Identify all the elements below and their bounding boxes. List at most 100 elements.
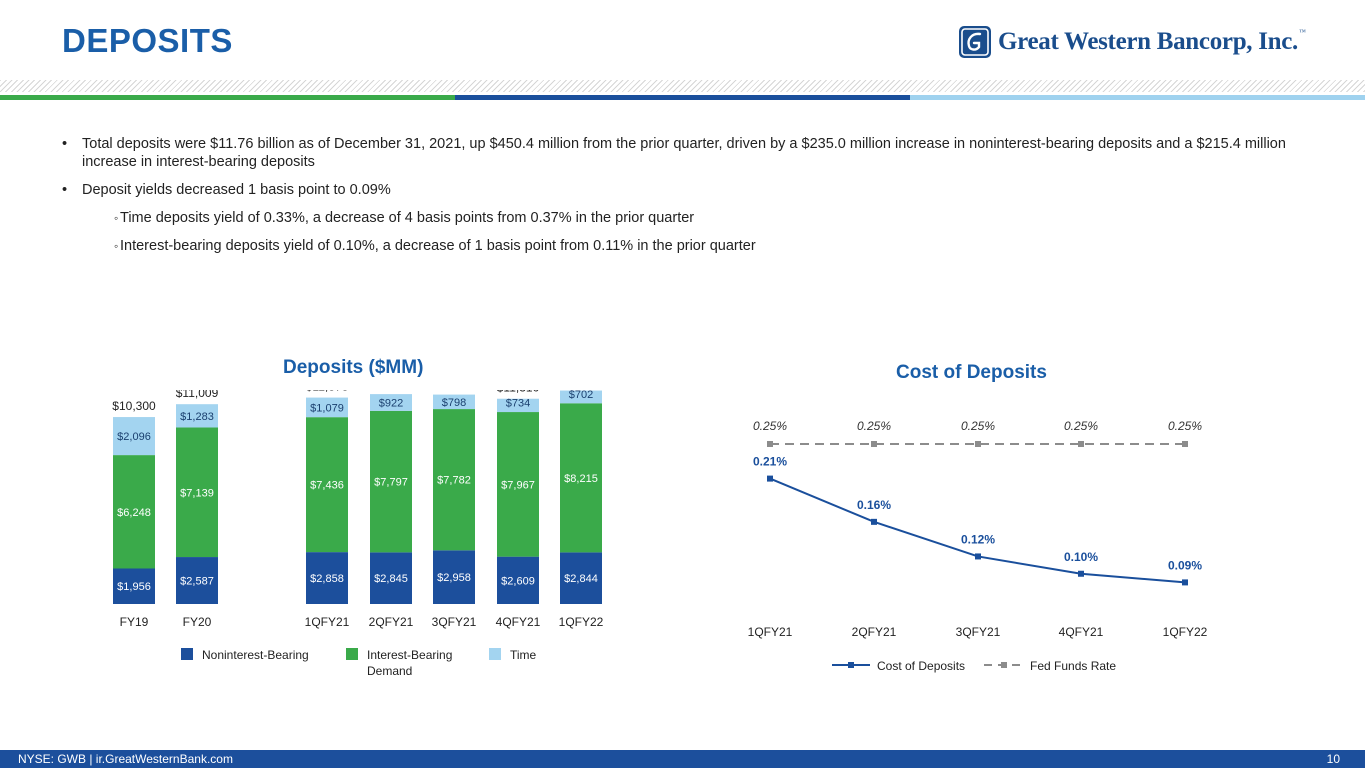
cost-of-deposits-line bbox=[769, 477, 1186, 584]
legend-label: Fed Funds Rate bbox=[1030, 659, 1116, 673]
interest-label: $7,797 bbox=[374, 477, 408, 489]
cost-of-deposits-marker bbox=[975, 553, 981, 560]
legend-label: Interest-Bearing bbox=[367, 648, 452, 662]
cost-of-deposits-marker bbox=[871, 518, 877, 525]
legend-swatch bbox=[181, 648, 193, 660]
legend-label: Time bbox=[510, 648, 537, 662]
page-title: DEPOSITS bbox=[62, 22, 233, 59]
fed-funds-marker bbox=[975, 441, 981, 447]
logo-tm: ™ bbox=[1298, 28, 1306, 36]
cost-of-deposits-label: 0.16% bbox=[857, 498, 891, 512]
total-label: $11,310 bbox=[497, 390, 540, 395]
cost-chart-title: Cost of Deposits bbox=[896, 362, 1047, 383]
x-tick-label: FY19 bbox=[120, 615, 149, 629]
stripe-green bbox=[0, 95, 455, 100]
x-tick-label: 4QFY21 bbox=[496, 615, 541, 629]
interest-label: $7,436 bbox=[310, 480, 344, 492]
fed-funds-marker bbox=[871, 441, 877, 447]
interest-label: $7,139 bbox=[180, 487, 214, 499]
legend-label-line2: Demand bbox=[367, 664, 412, 678]
sub-bullet-item: Time deposits yield of 0.33%, a decrease… bbox=[62, 209, 1302, 227]
noninterest-segment bbox=[176, 557, 218, 604]
interest-segment bbox=[370, 410, 412, 553]
time-label: $702 bbox=[569, 390, 593, 401]
time-label: $798 bbox=[442, 397, 466, 409]
cost-of-deposits-marker bbox=[1182, 579, 1188, 586]
cost-of-deposits-label: 0.12% bbox=[961, 532, 995, 546]
cost-of-deposits-label: 0.21% bbox=[753, 455, 787, 469]
noninterest-label: $2,858 bbox=[310, 573, 344, 585]
logo-mark-icon bbox=[959, 26, 991, 58]
fed-funds-marker bbox=[767, 441, 773, 447]
footer-exchange-link[interactable]: NYSE: GWB | ir.GreatWesternBank.com bbox=[18, 752, 233, 766]
time-label: $922 bbox=[379, 397, 403, 409]
fed-funds-label: 0.25% bbox=[1064, 419, 1098, 433]
interest-segment bbox=[497, 412, 539, 557]
cost-of-deposits-marker bbox=[767, 475, 773, 482]
stripe-light-blue bbox=[910, 95, 1365, 100]
total-label: $11,373 bbox=[306, 390, 349, 394]
time-segment bbox=[433, 394, 475, 410]
noninterest-label: $2,845 bbox=[374, 573, 408, 585]
time-label: $1,079 bbox=[310, 402, 344, 414]
bullet-list: Total deposits were $11.76 billion as of… bbox=[62, 135, 1302, 265]
logo-name: Great Western Bancorp, Inc. bbox=[998, 28, 1298, 55]
interest-label: $8,215 bbox=[564, 473, 598, 485]
interest-segment bbox=[113, 455, 155, 569]
fed-funds-marker bbox=[1182, 441, 1188, 447]
logo-text: Great Western Bancorp, Inc.™ bbox=[998, 28, 1306, 56]
x-tick-label: 1QFY22 bbox=[1163, 625, 1208, 639]
noninterest-label: $2,958 bbox=[437, 572, 471, 584]
time-segment bbox=[113, 417, 155, 456]
noninterest-segment bbox=[113, 568, 155, 604]
x-tick-label: 2QFY21 bbox=[852, 625, 897, 639]
noninterest-label: $1,956 bbox=[117, 581, 151, 593]
interest-segment bbox=[306, 417, 348, 553]
legend-swatch bbox=[489, 648, 501, 660]
legend-label: Noninterest-Bearing bbox=[202, 648, 309, 662]
interest-segment bbox=[433, 409, 475, 551]
x-tick-label: 1QFY21 bbox=[305, 615, 350, 629]
cost-of-deposits-label: 0.09% bbox=[1168, 558, 1202, 572]
footer-bar: NYSE: GWB | ir.GreatWesternBank.com 10 bbox=[0, 750, 1365, 768]
fed-funds-label: 0.25% bbox=[961, 419, 995, 433]
time-segment bbox=[176, 404, 218, 428]
interest-segment bbox=[176, 427, 218, 558]
time-label: $734 bbox=[506, 397, 530, 409]
time-label: $1,283 bbox=[180, 411, 214, 423]
noninterest-label: $2,587 bbox=[180, 576, 214, 588]
legend-marker-cost bbox=[848, 662, 854, 668]
noninterest-segment bbox=[306, 552, 348, 604]
interest-segment bbox=[560, 403, 602, 553]
deposits-bar-chart: $1,956 $6,248 $2,096 $10,300 FY19 $2,587 $7,13… bbox=[112, 390, 604, 678]
total-label: $11,538 bbox=[433, 390, 476, 391]
noninterest-label: $2,844 bbox=[564, 573, 598, 585]
stripe-blue bbox=[455, 95, 910, 100]
sub-bullet-item: Interest-bearing deposits yield of 0.10%… bbox=[62, 237, 1302, 255]
fed-funds-label: 0.25% bbox=[1168, 419, 1202, 433]
interest-label: $7,967 bbox=[501, 479, 535, 491]
fed-funds-marker bbox=[1078, 441, 1084, 447]
total-label: $11,009 bbox=[176, 390, 219, 400]
time-label: $2,096 bbox=[117, 431, 151, 443]
company-logo: Great Western Bancorp, Inc.™ bbox=[958, 24, 1306, 60]
cost-of-deposits-label: 0.10% bbox=[1064, 550, 1098, 564]
interest-label: $6,248 bbox=[117, 507, 151, 519]
legend-label: Cost of Deposits bbox=[877, 659, 965, 673]
noninterest-segment bbox=[370, 552, 412, 604]
time-segment bbox=[497, 398, 539, 413]
x-tick-label: 1QFY21 bbox=[748, 625, 793, 639]
noninterest-segment bbox=[497, 556, 539, 604]
deposits-chart-title: Deposits ($MM) bbox=[283, 357, 424, 378]
x-tick-label: 1QFY22 bbox=[559, 615, 604, 629]
noninterest-segment bbox=[433, 550, 475, 604]
time-segment bbox=[370, 394, 412, 411]
bullet-item: Deposit yields decreased 1 basis point t… bbox=[62, 181, 1302, 199]
x-tick-label: 3QFY21 bbox=[956, 625, 1001, 639]
noninterest-segment bbox=[560, 552, 602, 604]
cost-of-deposits-marker bbox=[1078, 570, 1084, 577]
cost-line-chart: 0.25% 0.25% 0.25% 0.25% 0.25% 0.21% 0.16% 0.12%… bbox=[748, 419, 1208, 673]
bullet-item: Total deposits were $11.76 billion as of… bbox=[62, 135, 1302, 171]
interest-label: $7,782 bbox=[437, 475, 471, 487]
x-tick-label: FY20 bbox=[183, 615, 212, 629]
